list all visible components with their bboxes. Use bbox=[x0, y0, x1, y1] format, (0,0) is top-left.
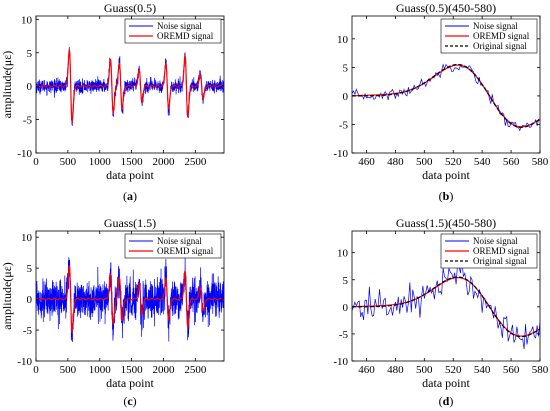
chart-panel-1: Guass(0.5) 0 500 1000 1500 2000 2500 -10 -5 0 5 10 d… bbox=[0, 1, 225, 203]
axes-frame bbox=[351, 15, 541, 154]
y-tick-label: 10 bbox=[21, 14, 33, 26]
x-tick-label: 500 bbox=[416, 364, 433, 376]
y-tick-label: 0 bbox=[343, 91, 349, 103]
x-tick-label: 460 bbox=[358, 364, 375, 376]
x-tick-label: 2000 bbox=[152, 156, 175, 168]
legend-label: Original signal bbox=[473, 41, 527, 51]
x-tick-label: 540 bbox=[474, 156, 491, 168]
x-tick-label: 1500 bbox=[121, 156, 144, 168]
y-tick-label: 5 bbox=[343, 62, 349, 74]
x-axis-label: data point bbox=[422, 168, 470, 182]
series-noise-signal bbox=[352, 258, 540, 350]
y-tick-label: -5 bbox=[23, 115, 33, 127]
x-axis-label: data point bbox=[106, 376, 154, 390]
y-tick-label: 0 bbox=[343, 302, 349, 314]
x-tick-label: 0 bbox=[33, 156, 39, 168]
x-axis-label: data point bbox=[422, 376, 470, 390]
legend-label: Noise signal bbox=[473, 21, 518, 31]
legend-label: OREMD signal bbox=[473, 246, 530, 256]
series-noise-signal bbox=[352, 63, 540, 132]
x-tick-label: 1500 bbox=[121, 364, 144, 376]
series-original-signal bbox=[352, 276, 540, 338]
y-tick-label: -10 bbox=[17, 356, 32, 368]
chart-title: Guass(1.5) bbox=[104, 216, 156, 230]
y-axis-label: amplitude(με) bbox=[0, 262, 14, 329]
x-tick-label: 500 bbox=[60, 364, 77, 376]
x-tick-label: 480 bbox=[387, 364, 404, 376]
x-tick-label: 520 bbox=[445, 364, 462, 376]
panel-label: (c) bbox=[123, 394, 136, 408]
chart-panel-3: Guass(1.5) 0 500 1000 1500 2000 2500 -10 -5 0 5 10 d… bbox=[0, 216, 225, 408]
y-tick-label: 10 bbox=[337, 248, 349, 260]
y-tick-label: -5 bbox=[339, 329, 349, 341]
y-tick-label: -10 bbox=[333, 148, 348, 160]
legend-label: OREMD signal bbox=[157, 246, 214, 256]
x-tick-label: 560 bbox=[503, 364, 520, 376]
x-tick-label: 1000 bbox=[89, 156, 112, 168]
panel-label: (d) bbox=[439, 394, 454, 408]
x-tick-label: 520 bbox=[445, 156, 462, 168]
y-tick-label: 0 bbox=[27, 294, 33, 306]
series-oremd-signal bbox=[36, 264, 224, 334]
y-tick-label: -5 bbox=[23, 325, 33, 337]
x-tick-label: 2500 bbox=[184, 156, 207, 168]
x-tick-label: 1000 bbox=[89, 364, 112, 376]
y-tick-label: 5 bbox=[343, 275, 349, 287]
legend-label: OREMD signal bbox=[473, 31, 530, 41]
x-tick-label: 540 bbox=[474, 364, 491, 376]
series-original-signal bbox=[352, 63, 540, 128]
y-tick-label: 5 bbox=[27, 263, 33, 275]
y-tick-label: 10 bbox=[21, 232, 33, 244]
x-tick-label: 2000 bbox=[152, 364, 175, 376]
y-axis-label: amplitude(με) bbox=[0, 51, 14, 118]
y-tick-label: -10 bbox=[17, 148, 32, 160]
panel-label: (a) bbox=[123, 189, 137, 203]
legend-label: OREMD signal bbox=[157, 31, 214, 41]
chart-title: Guass(0.5) bbox=[104, 1, 156, 15]
x-tick-label: 480 bbox=[387, 156, 404, 168]
x-axis-label: data point bbox=[106, 168, 154, 182]
x-tick-label: 580 bbox=[532, 364, 549, 376]
legend-label: Noise signal bbox=[473, 236, 518, 246]
x-tick-label: 2500 bbox=[184, 364, 207, 376]
y-tick-label: -5 bbox=[339, 119, 349, 131]
chart-panel-2: Guass(0.5)(450-580) 460 480 500 520 540 560 580… bbox=[333, 1, 548, 203]
axes-frame bbox=[351, 230, 541, 362]
series-noise-signal bbox=[36, 256, 224, 343]
chart-title: Guass(0.5)(450-580) bbox=[396, 1, 496, 15]
chart-title: Guass(1.5)(450-580) bbox=[396, 216, 496, 230]
legend-label: Original signal bbox=[473, 256, 527, 266]
x-tick-label: 560 bbox=[503, 156, 520, 168]
x-tick-label: 580 bbox=[532, 156, 549, 168]
chart-panel-4: Guass(1.5)(450-580) 460 480 500 520 540 560 580… bbox=[333, 216, 548, 408]
y-tick-label: 0 bbox=[27, 81, 33, 93]
series-oremd-signal bbox=[36, 49, 224, 123]
y-tick-label: 5 bbox=[27, 48, 33, 60]
series-oremd-signal bbox=[352, 64, 540, 128]
legend-label: Noise signal bbox=[157, 236, 202, 246]
legend-label: Noise signal bbox=[157, 21, 202, 31]
y-tick-label: 10 bbox=[337, 34, 349, 46]
x-tick-label: 460 bbox=[358, 156, 375, 168]
x-tick-label: 500 bbox=[60, 156, 77, 168]
panel-label: (b) bbox=[439, 189, 454, 203]
x-tick-label: 0 bbox=[33, 364, 39, 376]
x-tick-label: 500 bbox=[416, 156, 433, 168]
y-tick-label: -10 bbox=[333, 356, 348, 368]
